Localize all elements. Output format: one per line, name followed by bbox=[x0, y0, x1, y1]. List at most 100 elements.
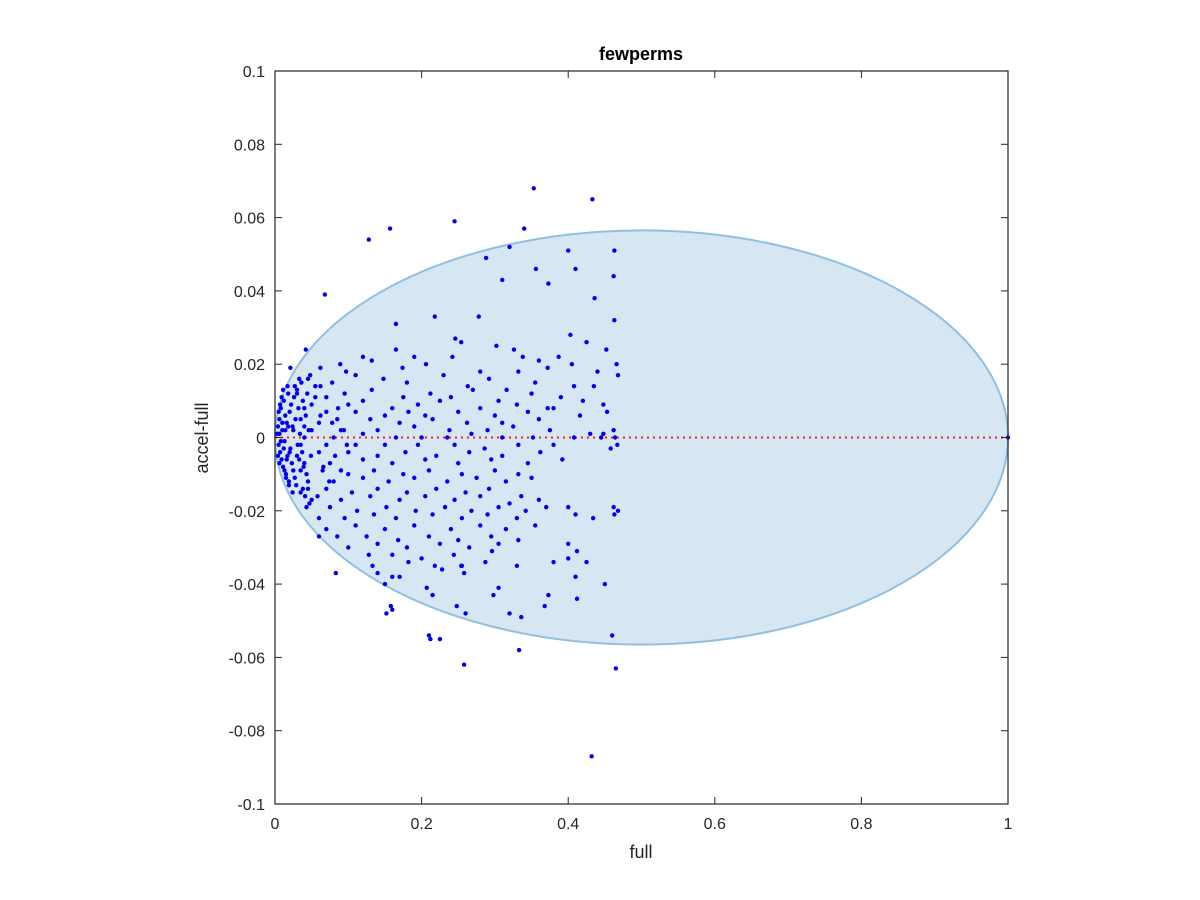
data-point bbox=[419, 556, 424, 561]
data-point bbox=[281, 446, 286, 451]
data-point bbox=[368, 416, 373, 422]
data-point bbox=[485, 427, 490, 433]
data-point bbox=[496, 398, 501, 404]
data-point bbox=[611, 504, 616, 510]
data-point bbox=[573, 512, 578, 517]
data-point bbox=[500, 453, 505, 459]
data-point bbox=[390, 460, 395, 466]
data-point bbox=[282, 468, 287, 473]
data-point bbox=[529, 475, 534, 481]
y-tick-label: -0.02 bbox=[229, 504, 266, 521]
data-point bbox=[533, 380, 538, 385]
data-point bbox=[338, 468, 344, 473]
data-point bbox=[289, 460, 295, 466]
data-point bbox=[284, 420, 289, 426]
data-point bbox=[503, 479, 509, 484]
data-point bbox=[454, 603, 459, 609]
data-point bbox=[303, 347, 308, 352]
data-point bbox=[456, 460, 461, 466]
data-point bbox=[459, 471, 465, 477]
data-point bbox=[538, 449, 543, 455]
data-point bbox=[604, 347, 609, 352]
data-point bbox=[360, 398, 366, 404]
data-point bbox=[437, 636, 443, 642]
data-point bbox=[437, 398, 443, 404]
data-point bbox=[313, 394, 318, 400]
data-point bbox=[430, 592, 435, 598]
data-point bbox=[316, 515, 322, 521]
data-point bbox=[382, 581, 388, 587]
data-point bbox=[401, 394, 406, 400]
data-point bbox=[305, 486, 311, 492]
x-tick-label: 1 bbox=[1004, 816, 1013, 833]
data-point bbox=[467, 545, 472, 550]
data-point bbox=[294, 391, 300, 396]
data-point bbox=[469, 431, 474, 437]
x-tick-label: 0.6 bbox=[704, 816, 726, 833]
data-point bbox=[478, 493, 483, 499]
data-point bbox=[349, 490, 355, 495]
data-point bbox=[492, 468, 498, 473]
data-point bbox=[307, 372, 313, 378]
data-point bbox=[292, 383, 297, 389]
data-point bbox=[331, 479, 336, 484]
data-point bbox=[476, 314, 481, 319]
data-point bbox=[453, 336, 458, 341]
data-point bbox=[371, 512, 377, 517]
data-point bbox=[437, 541, 443, 546]
data-point bbox=[504, 387, 509, 393]
data-point bbox=[491, 592, 496, 598]
data-point bbox=[305, 391, 310, 396]
data-point bbox=[390, 552, 395, 557]
data-point bbox=[327, 460, 333, 466]
data-point bbox=[598, 435, 604, 440]
data-point bbox=[426, 534, 432, 539]
data-point bbox=[451, 552, 457, 557]
data-point bbox=[316, 420, 322, 426]
data-point bbox=[536, 497, 542, 503]
data-point bbox=[419, 435, 424, 440]
data-point bbox=[424, 585, 429, 590]
data-point bbox=[587, 431, 593, 437]
y-tick-label: 0.02 bbox=[234, 357, 265, 374]
data-point bbox=[354, 508, 360, 513]
data-point bbox=[531, 186, 536, 191]
data-point bbox=[514, 402, 520, 407]
data-point bbox=[281, 398, 286, 404]
data-point bbox=[397, 574, 402, 579]
data-point bbox=[286, 479, 292, 484]
data-point bbox=[375, 486, 380, 492]
data-point bbox=[287, 409, 292, 415]
data-point bbox=[386, 479, 391, 484]
data-point bbox=[302, 493, 308, 499]
y-tick-label: -0.04 bbox=[229, 577, 266, 594]
data-point bbox=[305, 479, 311, 484]
data-point bbox=[584, 559, 589, 565]
data-point bbox=[360, 431, 366, 437]
data-point bbox=[426, 633, 432, 638]
data-point bbox=[404, 490, 410, 495]
data-point bbox=[412, 424, 417, 429]
data-point bbox=[456, 409, 461, 415]
data-point bbox=[278, 438, 284, 444]
data-point bbox=[615, 442, 620, 448]
data-point bbox=[500, 435, 505, 440]
data-point bbox=[321, 464, 326, 470]
data-point bbox=[590, 515, 596, 521]
data-point bbox=[360, 457, 366, 462]
data-point bbox=[571, 383, 577, 389]
data-point bbox=[382, 526, 388, 532]
data-point bbox=[366, 552, 372, 557]
data-point bbox=[463, 611, 468, 616]
data-point bbox=[496, 585, 501, 590]
data-point bbox=[566, 556, 571, 561]
data-point bbox=[327, 479, 332, 484]
data-point bbox=[335, 534, 340, 539]
data-point bbox=[382, 413, 388, 418]
data-point bbox=[346, 449, 351, 455]
data-point bbox=[332, 453, 338, 459]
data-point bbox=[609, 633, 615, 638]
data-point bbox=[551, 442, 556, 448]
y-tick-label: -0.1 bbox=[237, 797, 265, 814]
data-point bbox=[589, 754, 594, 759]
